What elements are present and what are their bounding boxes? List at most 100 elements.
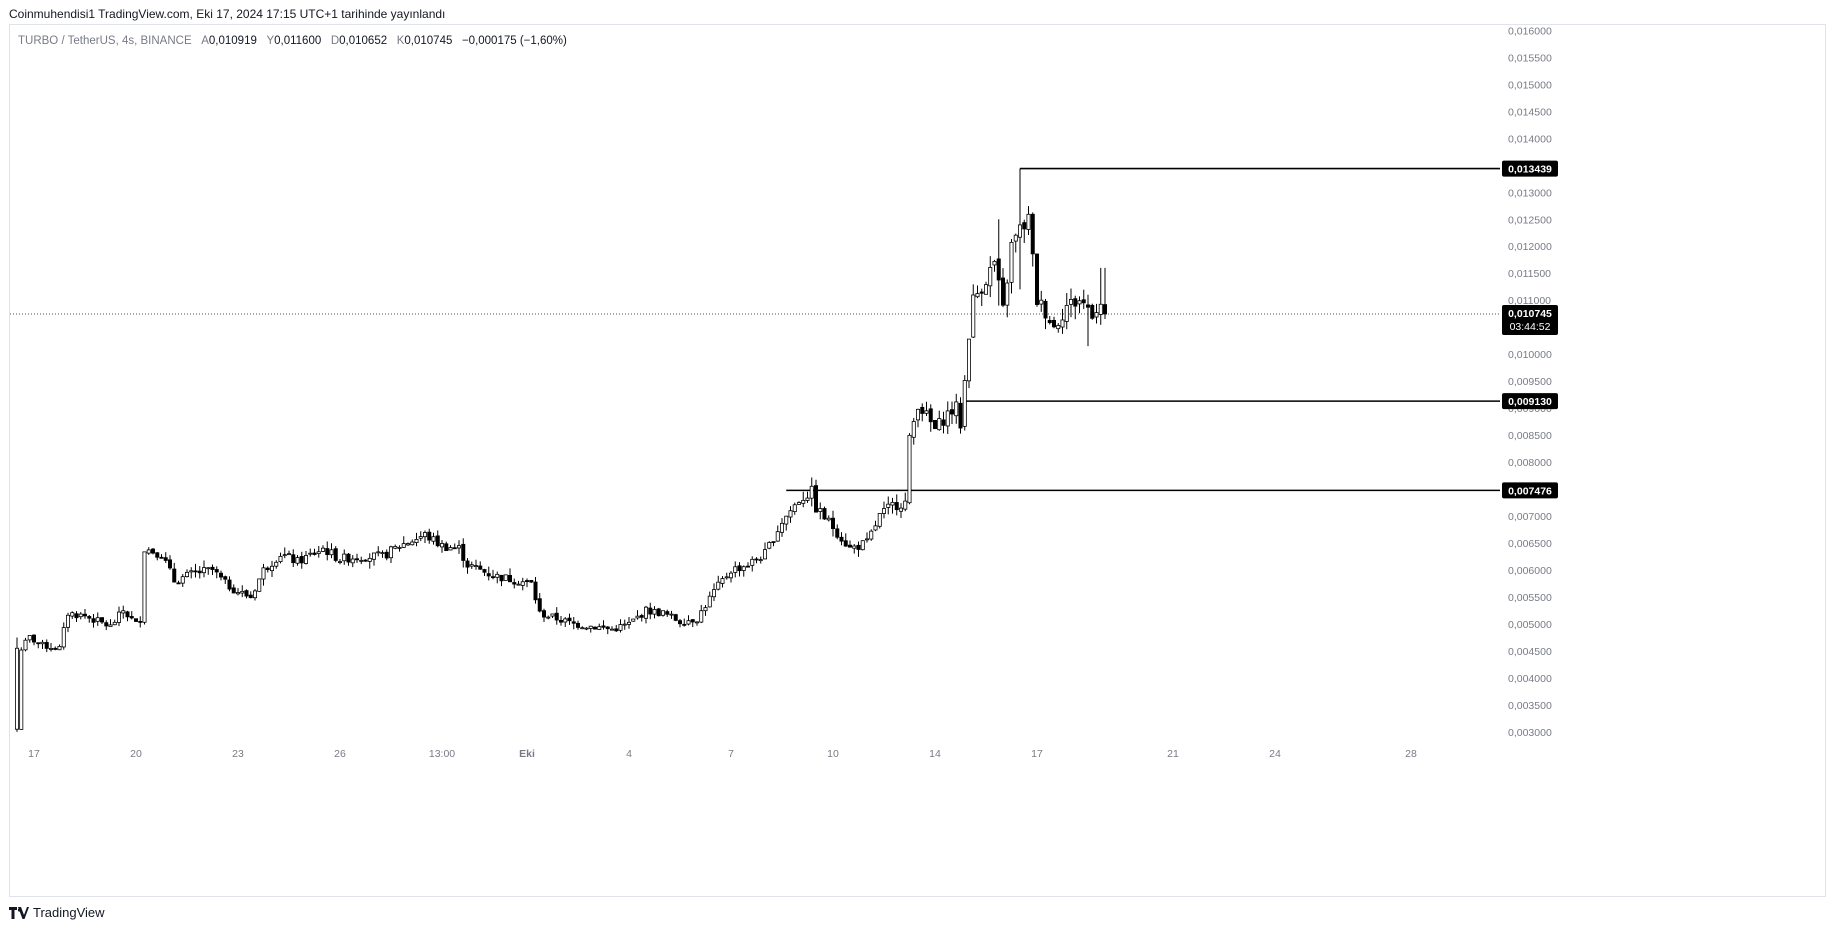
- candle-body-down[interactable]: [979, 291, 984, 294]
- candle-body-up[interactable]: [741, 566, 746, 571]
- candle-body-up[interactable]: [712, 589, 717, 598]
- candle-body-up[interactable]: [295, 557, 300, 564]
- candle-body-down[interactable]: [822, 508, 827, 520]
- candle-body-up[interactable]: [108, 624, 113, 627]
- candle-body-up[interactable]: [393, 546, 398, 549]
- candle-body-up[interactable]: [410, 541, 415, 546]
- candle-body-up[interactable]: [669, 613, 674, 616]
- candle-body-down[interactable]: [427, 531, 432, 541]
- candle-body-up[interactable]: [720, 578, 725, 584]
- candle-body-up[interactable]: [622, 623, 627, 626]
- candle-body-up[interactable]: [631, 618, 636, 622]
- candle-body-down[interactable]: [265, 567, 270, 570]
- candle-body-down[interactable]: [478, 565, 483, 570]
- candle-body-down[interactable]: [363, 559, 368, 562]
- candle-body-down[interactable]: [452, 547, 457, 550]
- candle-body-down[interactable]: [856, 544, 861, 550]
- candle-body-up[interactable]: [716, 581, 721, 590]
- candle-body-up[interactable]: [121, 610, 126, 614]
- candle-body-down[interactable]: [482, 569, 487, 573]
- candle-body-up[interactable]: [644, 606, 649, 619]
- candle-body-up[interactable]: [49, 648, 54, 650]
- candle-body-up[interactable]: [924, 410, 929, 414]
- candle-body-down[interactable]: [32, 634, 37, 643]
- candle-body-up[interactable]: [588, 625, 593, 629]
- candle-body-up[interactable]: [342, 553, 347, 562]
- candle-body-down[interactable]: [529, 579, 534, 583]
- candle-body-up[interactable]: [882, 508, 887, 514]
- candle-body-down[interactable]: [839, 536, 844, 542]
- candle-body-down[interactable]: [176, 582, 181, 585]
- candle-body-up[interactable]: [184, 571, 189, 578]
- candle-body-up[interactable]: [563, 618, 568, 623]
- candle-body-down[interactable]: [91, 618, 96, 623]
- candle-body-up[interactable]: [788, 510, 793, 518]
- candle-body-up[interactable]: [550, 613, 555, 617]
- candle-body-down[interactable]: [843, 540, 848, 547]
- candle-body-down[interactable]: [831, 517, 836, 529]
- candle-body-down[interactable]: [814, 485, 819, 513]
- candle-body-down[interactable]: [559, 619, 564, 623]
- candle-body-down[interactable]: [648, 607, 653, 615]
- candle-body-down[interactable]: [333, 548, 338, 561]
- candle-body-down[interactable]: [614, 628, 619, 632]
- candle-body-up[interactable]: [261, 567, 266, 580]
- candle-body-up[interactable]: [282, 554, 287, 557]
- candle-body-up[interactable]: [78, 613, 83, 618]
- candle-body-up[interactable]: [1005, 282, 1010, 306]
- candle-body-up[interactable]: [911, 421, 916, 438]
- candle-body-up[interactable]: [695, 621, 700, 624]
- candle-body-up[interactable]: [516, 583, 521, 586]
- candle-body-down[interactable]: [1043, 300, 1048, 319]
- candle-body-up[interactable]: [758, 559, 763, 562]
- candle-body-up[interactable]: [269, 565, 274, 572]
- candle-body-down[interactable]: [525, 580, 530, 582]
- candle-body-up[interactable]: [610, 628, 615, 631]
- candle-body-down[interactable]: [299, 556, 304, 564]
- candle-body-down[interactable]: [133, 618, 138, 622]
- candle-body-up[interactable]: [1060, 319, 1065, 328]
- candle-body-down[interactable]: [312, 552, 317, 555]
- candle-body-up[interactable]: [984, 284, 989, 295]
- candle-body-up[interactable]: [439, 543, 444, 548]
- candle-body-down[interactable]: [346, 553, 351, 563]
- candle-body-down[interactable]: [678, 620, 683, 625]
- candle-body-up[interactable]: [584, 627, 589, 630]
- candle-body-up[interactable]: [733, 566, 738, 573]
- candle-body-down[interactable]: [571, 621, 576, 624]
- candle-body-down[interactable]: [771, 541, 776, 544]
- candle-body-up[interactable]: [652, 609, 657, 615]
- candle-body-down[interactable]: [231, 587, 236, 594]
- candle-body-up[interactable]: [1094, 312, 1099, 318]
- candle-body-down[interactable]: [1047, 319, 1052, 324]
- candle-body-down[interactable]: [83, 613, 88, 617]
- candle-body-up[interactable]: [1018, 224, 1023, 238]
- candle-body-down[interactable]: [214, 569, 219, 573]
- candle-body-up[interactable]: [907, 434, 912, 504]
- candle-body-up[interactable]: [359, 559, 364, 562]
- candle-body-down[interactable]: [754, 558, 759, 561]
- candle-body-up[interactable]: [23, 639, 28, 651]
- candle-body-down[interactable]: [605, 626, 610, 630]
- candle-body-down[interactable]: [163, 557, 168, 561]
- candle-body-down[interactable]: [291, 554, 296, 564]
- candle-body-up[interactable]: [380, 552, 385, 555]
- candle-body-up[interactable]: [937, 418, 942, 431]
- candle-body-down[interactable]: [542, 610, 547, 618]
- candle-body-up[interactable]: [546, 616, 551, 619]
- candle-body-down[interactable]: [125, 611, 130, 618]
- candle-body-up[interactable]: [992, 260, 997, 266]
- candle-body-up[interactable]: [57, 645, 62, 651]
- candle-body-up[interactable]: [635, 615, 640, 619]
- candle-body-down[interactable]: [461, 543, 466, 561]
- candle-body-up[interactable]: [860, 540, 865, 551]
- candle-body-up[interactable]: [112, 621, 117, 626]
- candle-body-up[interactable]: [61, 627, 66, 648]
- candle-body-up[interactable]: [1098, 303, 1103, 315]
- candle-body-up[interactable]: [495, 573, 500, 578]
- candle-body-up[interactable]: [422, 532, 427, 538]
- candle-body-up[interactable]: [784, 515, 789, 525]
- candle-body-up[interactable]: [916, 408, 921, 421]
- candle-body-up[interactable]: [729, 572, 734, 579]
- candle-body-down[interactable]: [87, 616, 92, 619]
